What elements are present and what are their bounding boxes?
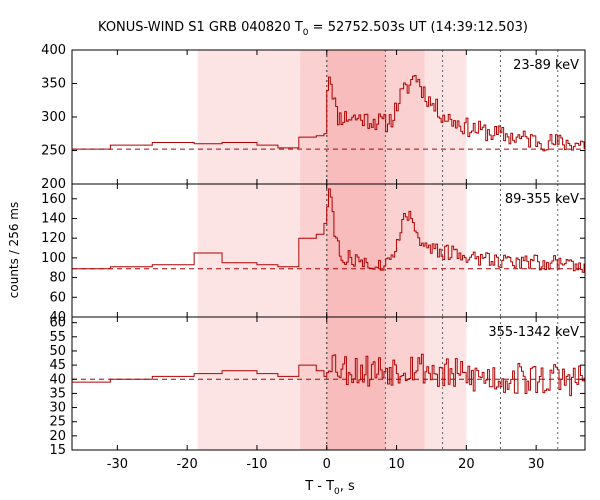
y-tick-label: 160	[41, 192, 66, 207]
light-curve-series	[72, 188, 585, 273]
y-tick-label: 250	[41, 144, 66, 159]
y-tick-label: 120	[41, 231, 66, 246]
y-tick-label: 15	[49, 443, 66, 458]
y-tick-label: 140	[41, 211, 66, 226]
y-tick-label: 20	[49, 429, 66, 444]
y-tick-label: 50	[49, 344, 66, 359]
shaded-region-dark	[326, 50, 386, 184]
y-tick-label: 300	[41, 110, 66, 125]
y-tick-label: 200	[41, 177, 66, 192]
x-tick-label: -30	[107, 457, 128, 472]
x-tick-label: 20	[458, 457, 475, 472]
y-tick-label: 60	[49, 290, 66, 305]
energy-band-label: 355-1342 keV	[488, 325, 579, 340]
x-axis-label: T - T0, s	[304, 479, 355, 497]
x-tick-label: -20	[177, 457, 198, 472]
y-tick-label: 40	[49, 310, 66, 325]
x-tick-label: 30	[528, 457, 545, 472]
y-tick-label: 45	[49, 358, 66, 373]
y-tick-label: 30	[49, 401, 66, 416]
panel-top: 200 250 300 350 400 23-89 keV	[41, 43, 586, 192]
y-tick-label: 40	[49, 372, 66, 387]
light-curve-series	[72, 353, 585, 397]
y-tick-label: 25	[49, 415, 66, 430]
y-axis-label: counts / 256 ms	[7, 202, 21, 298]
y-tick-label: 100	[41, 251, 66, 266]
energy-band-label: 23-89 keV	[513, 58, 579, 73]
energy-band-label: 89-355 keV	[505, 192, 579, 207]
x-tick-label: 10	[388, 457, 405, 472]
y-tick-label: 350	[41, 77, 66, 92]
chart-title: KONUS-WIND S1 GRB 040820 T0 = 52752.503s…	[98, 20, 528, 38]
shaded-region-dark	[326, 184, 386, 317]
y-tick-label: 60	[49, 316, 66, 331]
x-tick-label: 0	[323, 457, 331, 472]
y-tick-label: 55	[49, 330, 66, 345]
shaded-region-dark	[326, 317, 386, 450]
y-tick-label: 400	[41, 43, 66, 58]
x-tick-label: -10	[246, 457, 267, 472]
light-curve-series	[72, 74, 585, 152]
panel-middle: 40 60 80 100 120 140 160 89-355 keV	[41, 183, 586, 325]
y-tick-label: 80	[49, 271, 66, 286]
panel-frame	[71, 316, 586, 451]
y-tick-label: 35	[49, 386, 66, 401]
